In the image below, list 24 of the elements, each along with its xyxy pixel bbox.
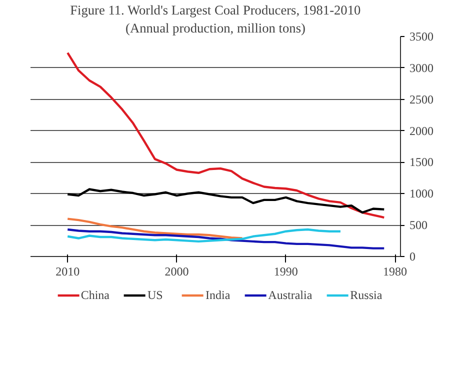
legend-label: China <box>80 288 110 302</box>
chart-title: Figure 11. World's Largest Coal Producers, 1981-2010 <box>70 2 361 18</box>
y-tick-label: 500 <box>410 218 428 232</box>
y-tick-label: 0 <box>410 250 416 264</box>
y-tick-label: 3500 <box>410 30 434 44</box>
y-tick-label: 3000 <box>410 60 434 75</box>
legend-label: India <box>206 288 230 302</box>
legend-label: US <box>148 288 164 302</box>
line-series <box>66 218 244 240</box>
x-tick-label: 2010 <box>56 264 80 278</box>
x-tick-label: 1990 <box>274 264 298 278</box>
y-tick-label: 1500 <box>410 155 434 170</box>
line-series <box>66 228 386 250</box>
legend-label: Russia <box>350 288 382 302</box>
line-series <box>66 52 386 219</box>
y-tick-label: 2000 <box>410 124 434 138</box>
y-tick-label: 1000 <box>410 186 434 201</box>
y-tick-label: 2500 <box>410 92 434 106</box>
x-tick-label: 2000 <box>164 264 189 278</box>
x-tick-label: 1980 <box>383 264 408 278</box>
line-series <box>66 188 386 214</box>
line-series <box>66 228 342 243</box>
legend-label: Australia <box>268 288 312 302</box>
chart-subtitle: (Annual production, million tons) <box>126 20 306 36</box>
